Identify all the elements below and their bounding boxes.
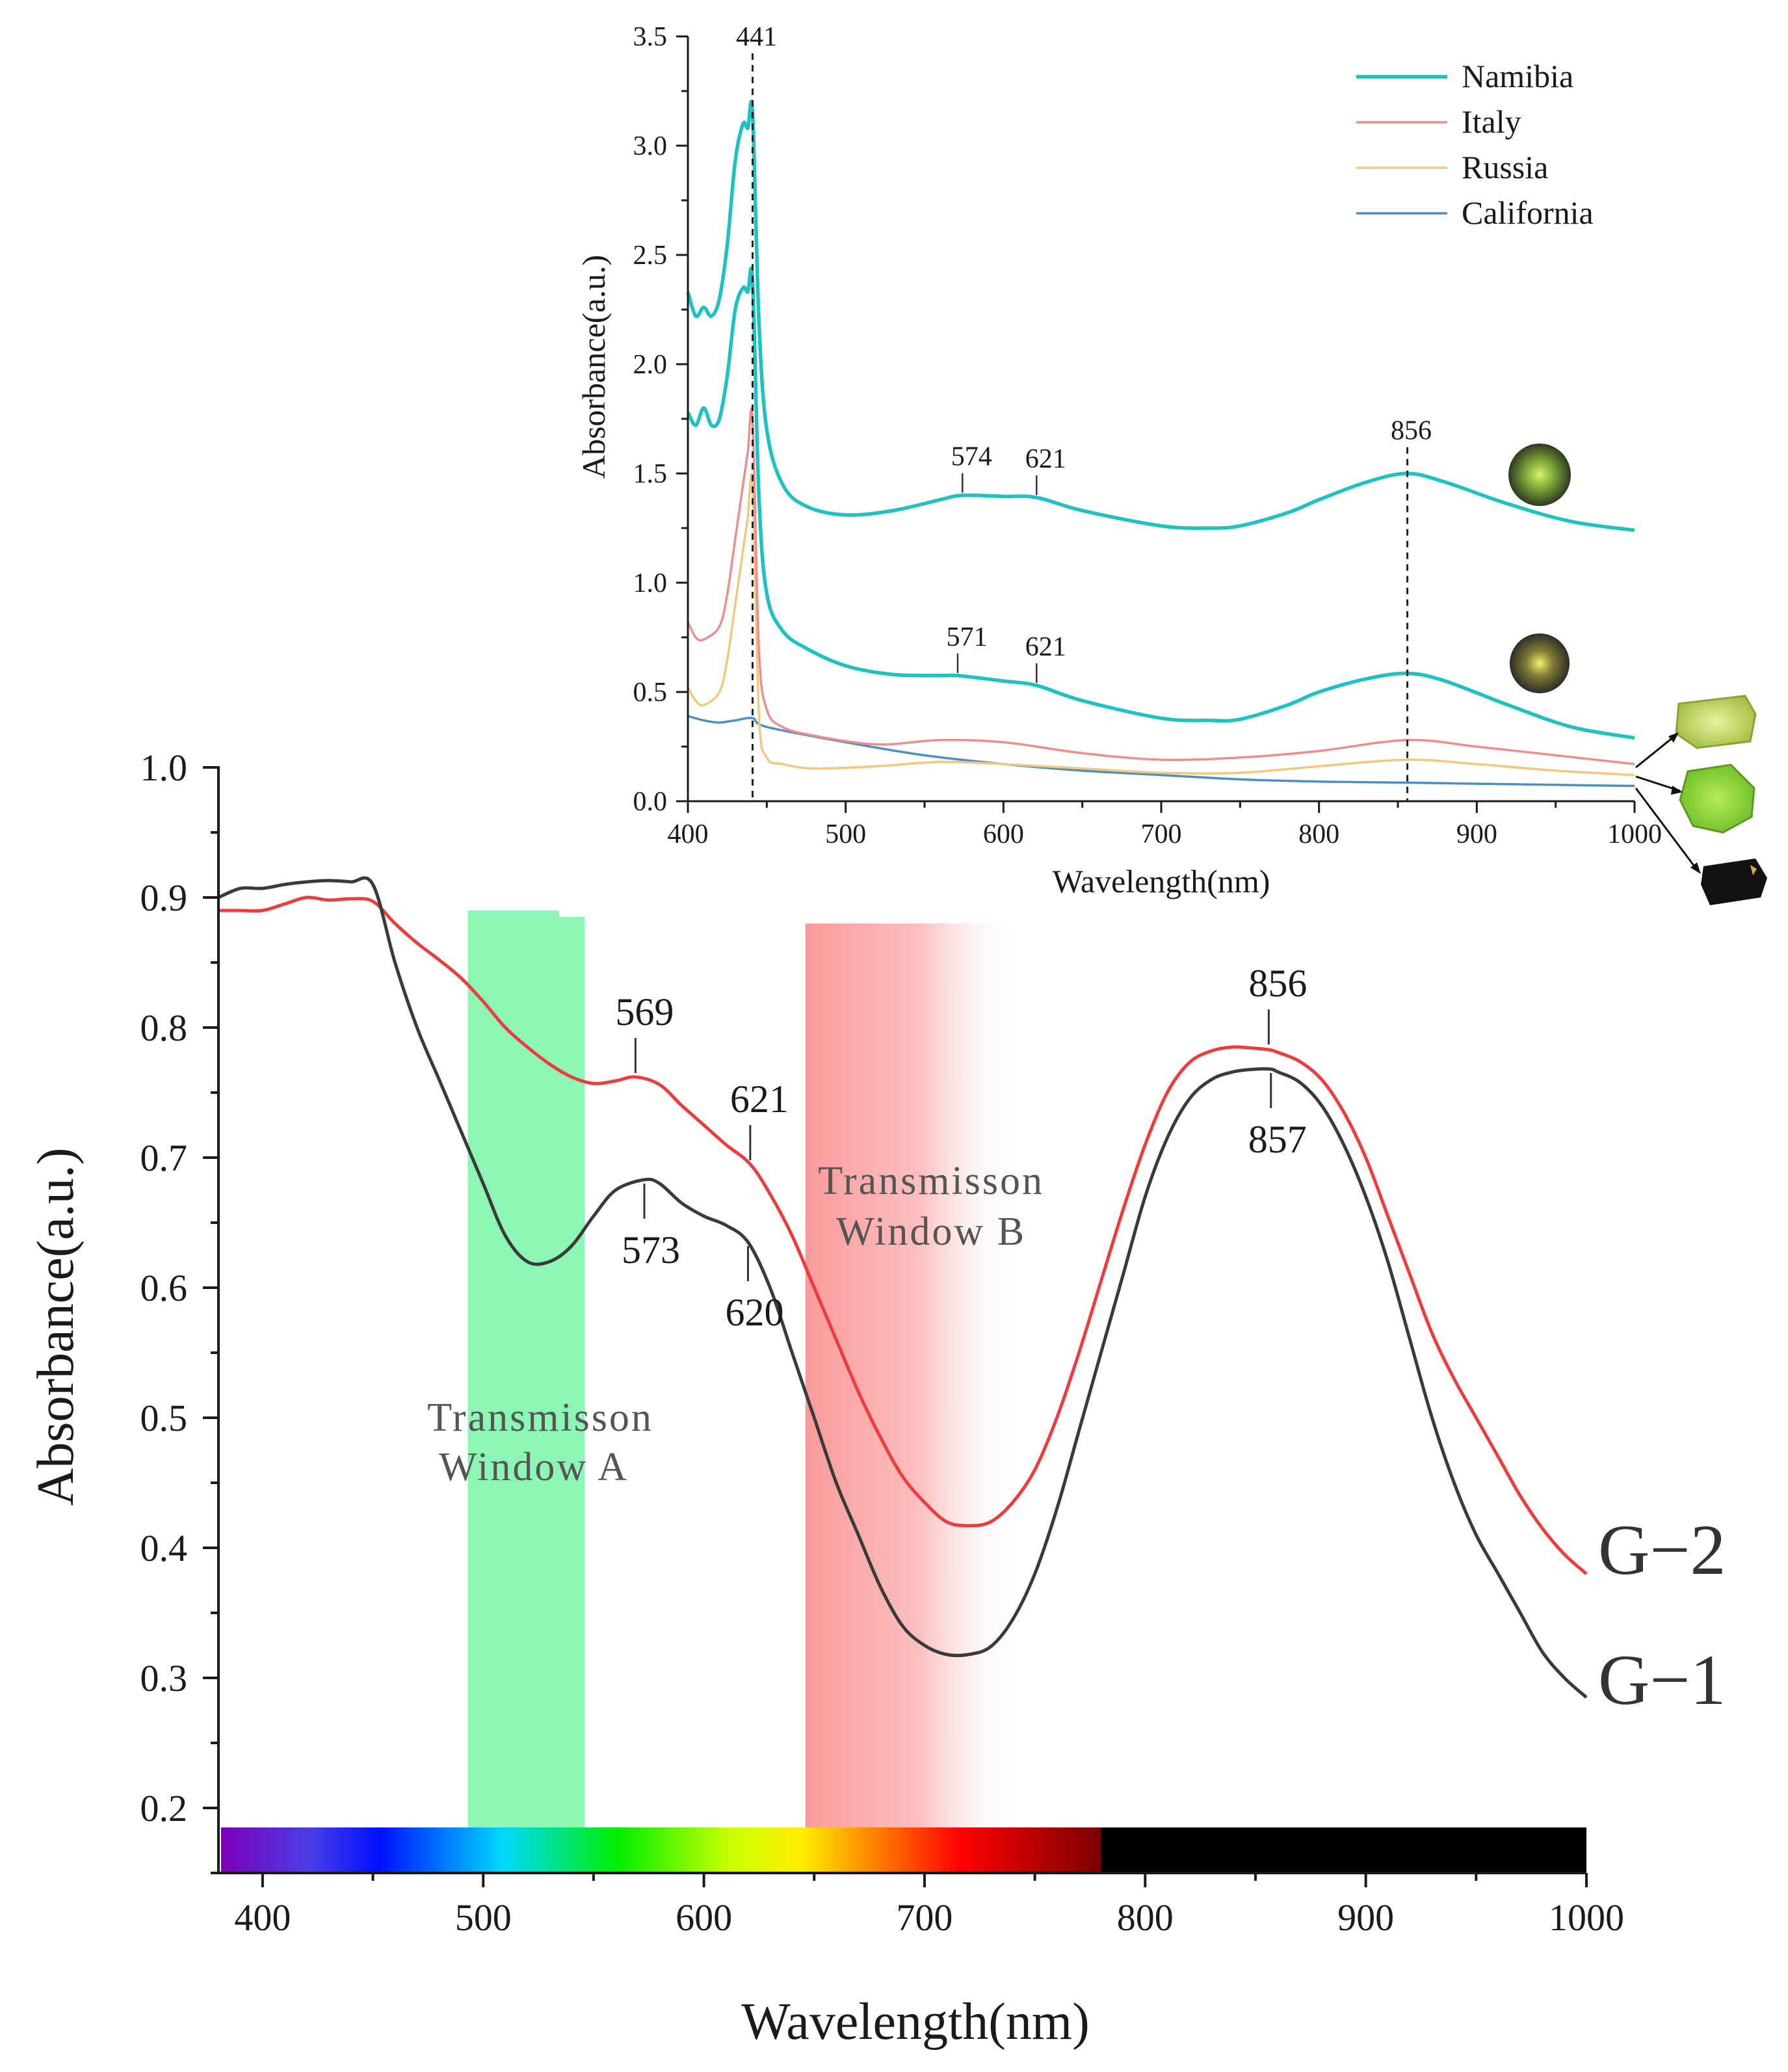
main-y-tick-label: 1.0 bbox=[140, 747, 188, 789]
window-b-label-line1: Transmisson bbox=[818, 1159, 1044, 1203]
inset-peak-label: 621 bbox=[1025, 632, 1066, 662]
inset-y-tick-label: 0.5 bbox=[633, 678, 668, 708]
infrared-black-bar bbox=[1101, 1827, 1586, 1873]
inset-reference-lines: 441 856 bbox=[736, 22, 1432, 801]
inset-x-tick-label: 800 bbox=[1298, 819, 1339, 849]
transmission-windows bbox=[467, 910, 1013, 1873]
main-peak-label: 620 bbox=[725, 1291, 783, 1334]
inset-line-italy bbox=[687, 407, 1635, 765]
window-a-label-line1: Transmisson bbox=[427, 1396, 653, 1440]
inset-axes: 0.0 0.5 1.0 1.5 2.0 2.5 3.0 3.5 400 500 600 700 800 9… bbox=[633, 22, 1663, 849]
legend-label-italy: Italy bbox=[1462, 103, 1521, 140]
gem-arrow-italy-head bbox=[1668, 732, 1679, 743]
inset-line-namibia-lower bbox=[686, 266, 1635, 740]
inset-reference-label-441: 441 bbox=[736, 22, 777, 52]
inset-legend: Namibia Italy Russia California bbox=[1356, 58, 1594, 231]
gem-arrow-california bbox=[1635, 788, 1700, 872]
gem-photos bbox=[1508, 444, 1767, 905]
inset-x-tick-label: 1000 bbox=[1607, 819, 1662, 849]
main-y-tick-label: 0.2 bbox=[140, 1787, 188, 1829]
main-y-tick-label: 0.3 bbox=[140, 1657, 188, 1699]
inset-x-tick-label: 600 bbox=[983, 819, 1024, 849]
transmission-window-a bbox=[467, 910, 585, 1873]
main-peak-label: 856 bbox=[1248, 962, 1307, 1005]
inset-peak-label: 574 bbox=[951, 442, 992, 472]
inset-reference-label-856: 856 bbox=[1391, 416, 1432, 446]
main-y-tick-label: 0.8 bbox=[140, 1007, 188, 1049]
main-x-tick-label: 500 bbox=[455, 1896, 512, 1939]
series-label-g1: G−1 bbox=[1598, 1640, 1726, 1720]
inset-y-tick-label: 1.0 bbox=[633, 568, 668, 598]
gem-photo-italy bbox=[1675, 695, 1757, 749]
inset-line-california bbox=[687, 715, 1635, 788]
inset-line-russia bbox=[687, 473, 1635, 777]
gem-photo-namibia-1 bbox=[1508, 444, 1571, 506]
main-y-tick-label: 0.5 bbox=[140, 1397, 188, 1439]
inset-y-tick-label: 1.5 bbox=[633, 459, 668, 489]
main-y-tick-label: 0.9 bbox=[140, 877, 188, 919]
inset-y-tick-label: 0.0 bbox=[633, 787, 668, 817]
window-b-label-line2: Window B bbox=[836, 1210, 1026, 1254]
main-peak-label: 621 bbox=[730, 1078, 789, 1121]
main-y-axis-title: Absorbance(a.u.) bbox=[27, 1148, 85, 1506]
legend-label-california: California bbox=[1462, 194, 1594, 231]
inset-peak-label: 621 bbox=[1025, 444, 1066, 474]
main-axes: 0.2 0.3 0.4 0.5 0.6 0.7 0.8 0.9 1.0 400 500 600 700 8… bbox=[140, 747, 1625, 1939]
window-a-label-line2: Window A bbox=[439, 1445, 629, 1489]
gem-arrow-italy bbox=[1635, 734, 1677, 769]
legend-label-russia: Russia bbox=[1462, 149, 1548, 185]
main-series-lines bbox=[218, 876, 1588, 1699]
main-chart: 0.2 0.3 0.4 0.5 0.6 0.7 0.8 0.9 1.0 400 500 600 700 8… bbox=[27, 747, 1726, 2051]
transmission-window-b bbox=[805, 923, 1013, 1873]
main-x-tick-label: 900 bbox=[1337, 1896, 1394, 1939]
main-x-tick-label: 400 bbox=[234, 1896, 291, 1939]
main-y-tick-label: 0.7 bbox=[140, 1137, 188, 1179]
inset-y-tick-label: 2.5 bbox=[633, 241, 668, 271]
inset-peak-annotations: 574 621 571 621 bbox=[946, 442, 1066, 683]
series-label-g2: G−2 bbox=[1598, 1510, 1726, 1589]
main-x-tick-label: 800 bbox=[1117, 1896, 1174, 1939]
inset-y-tick-label: 2.0 bbox=[633, 350, 668, 380]
inset-y-axis-title: Absorbance(a.u.) bbox=[575, 255, 612, 479]
series-line-g1 bbox=[218, 876, 1588, 1699]
inset-x-tick-label: 900 bbox=[1456, 819, 1497, 849]
main-x-axis-title: Wavelength(nm) bbox=[741, 1993, 1090, 2051]
gem-photo-russia bbox=[1679, 764, 1755, 834]
gem-photo-california-glint bbox=[1750, 865, 1757, 875]
main-x-tick-label: 1000 bbox=[1549, 1896, 1624, 1939]
inset-series-lines bbox=[686, 100, 1635, 788]
inset-x-tick-label: 400 bbox=[668, 819, 709, 849]
main-peak-label: 569 bbox=[615, 990, 674, 1033]
main-y-tick-label: 0.4 bbox=[140, 1527, 188, 1569]
main-peak-label: 857 bbox=[1248, 1118, 1307, 1161]
series-line-g2 bbox=[218, 896, 1588, 1575]
inset-x-tick-label: 700 bbox=[1141, 819, 1182, 849]
inset-background bbox=[559, 7, 1677, 917]
inset-x-tick-label: 500 bbox=[825, 819, 866, 849]
main-x-tick-label: 600 bbox=[676, 1896, 732, 1939]
gem-photo-california bbox=[1701, 858, 1767, 905]
inset-y-tick-label: 3.0 bbox=[633, 131, 668, 161]
inset-peak-label: 571 bbox=[946, 622, 987, 652]
main-peak-label: 573 bbox=[622, 1229, 680, 1271]
main-y-tick-label: 0.6 bbox=[140, 1267, 188, 1309]
visible-spectrum-bar bbox=[221, 1827, 1101, 1873]
main-x-tick-label: 700 bbox=[896, 1896, 953, 1939]
legend-label-namibia: Namibia bbox=[1462, 58, 1573, 94]
gem-arrow-russia-head bbox=[1671, 786, 1683, 795]
gem-arrow-california-head bbox=[1690, 862, 1701, 874]
main-peak-annotations: 569 621 856 573 620 857 bbox=[615, 962, 1307, 1334]
inset-y-tick-label: 3.5 bbox=[633, 22, 668, 52]
inset-chart: 0.0 0.5 1.0 1.5 2.0 2.5 3.0 3.5 400 500 600 700 800 9… bbox=[559, 7, 1767, 917]
inset-line-namibia-upper bbox=[686, 100, 1635, 533]
gem-photo-namibia-2 bbox=[1510, 633, 1570, 693]
inset-x-axis-title: Wavelength(nm) bbox=[1053, 863, 1270, 899]
